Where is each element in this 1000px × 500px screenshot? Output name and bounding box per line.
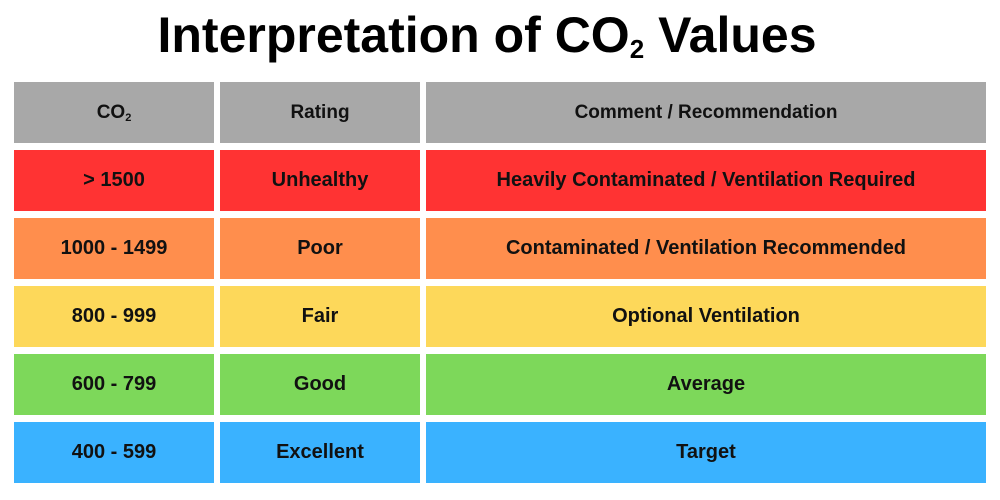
cell-range: 800 - 999 xyxy=(14,286,214,347)
cell-comment: Average xyxy=(426,354,986,415)
cell-range: 600 - 799 xyxy=(14,354,214,415)
cell-comment: Contaminated / Ventilation Recommended xyxy=(426,218,986,279)
header-co2-label: CO xyxy=(96,101,126,123)
cell-rating: Poor xyxy=(220,218,420,279)
header-co2-subscript: 2 xyxy=(125,111,132,124)
cell-range: 1000 - 1499 xyxy=(14,218,214,279)
header-comment: Comment / Recommendation xyxy=(426,82,986,143)
cell-comment: Target xyxy=(426,422,986,483)
title-subscript: 2 xyxy=(629,34,645,64)
header-co2: CO 2 xyxy=(14,82,214,143)
header-rating: Rating xyxy=(220,82,420,143)
cell-rating: Fair xyxy=(220,286,420,347)
cell-comment: Heavily Contaminated / Ventilation Requi… xyxy=(426,150,986,211)
cell-rating: Excellent xyxy=(220,422,420,483)
cell-rating: Good xyxy=(220,354,420,415)
cell-rating: Unhealthy xyxy=(220,150,420,211)
title-suffix: Values xyxy=(644,7,817,63)
co2-table: CO 2 Rating Comment / Recommendation > 15… xyxy=(14,82,986,483)
cell-comment: Optional Ventilation xyxy=(426,286,986,347)
title-text: Interpretation of CO xyxy=(157,7,630,63)
cell-range: 400 - 599 xyxy=(14,422,214,483)
page-title: Interpretation of CO2 Values xyxy=(0,4,974,74)
cell-range: > 1500 xyxy=(14,150,214,211)
